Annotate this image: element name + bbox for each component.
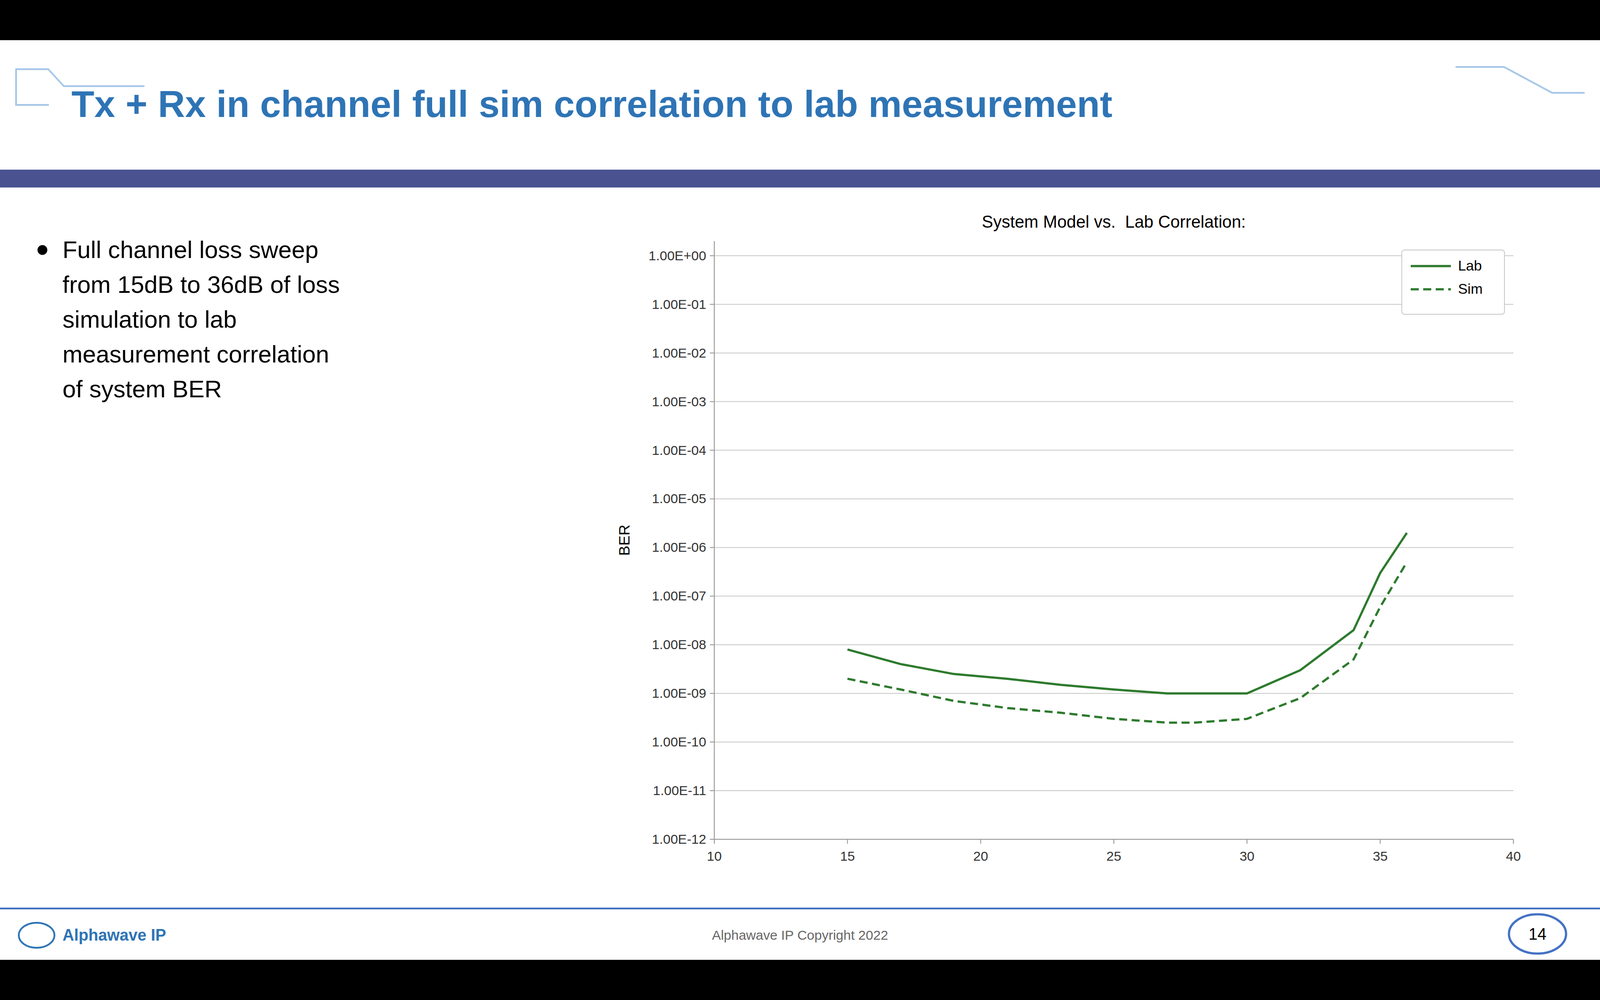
chart-title: System Model vs. Lab Correlation: bbox=[981, 212, 1246, 232]
y-tick-label: 1.00E-11 bbox=[652, 783, 707, 798]
y-tick-label: 1.00E+00 bbox=[648, 248, 707, 263]
footer-line bbox=[0, 907, 1600, 910]
page-number-badge bbox=[1508, 914, 1567, 954]
series-line bbox=[847, 533, 1407, 694]
y-tick bbox=[709, 595, 715, 597]
slide-title: Tx + Rx in channel full sim correlation … bbox=[71, 83, 1113, 125]
series-group bbox=[847, 533, 1407, 723]
x-tick bbox=[1379, 839, 1381, 844]
x-tick bbox=[713, 839, 715, 844]
y-tick-label: 1.00E-07 bbox=[651, 588, 707, 604]
grid-line bbox=[714, 692, 1514, 694]
legend-swatch bbox=[1410, 288, 1451, 291]
x-tick bbox=[1113, 839, 1115, 844]
bottom-bar bbox=[0, 959, 1600, 1000]
x-tick-label: 15 bbox=[840, 848, 855, 864]
y-tick-label: 1.00E-05 bbox=[651, 491, 707, 506]
grid-line bbox=[714, 255, 1514, 257]
y-axis-label: BER bbox=[615, 524, 633, 556]
x-tick-label: 40 bbox=[1505, 848, 1521, 864]
grid-line bbox=[714, 644, 1514, 646]
bullet-line: Full channel loss sweep bbox=[62, 236, 319, 263]
bullet-line: measurement correlation bbox=[62, 340, 330, 368]
legend-box bbox=[1401, 250, 1505, 315]
y-tick-label: 1.00E-08 bbox=[651, 637, 707, 652]
y-tick-label: 1.00E-12 bbox=[651, 831, 707, 847]
y-tick bbox=[709, 546, 715, 548]
y-tick bbox=[709, 255, 715, 257]
legend-entry: Sim bbox=[1458, 280, 1483, 297]
x-tick-label: 25 bbox=[1106, 848, 1121, 864]
grid-line bbox=[714, 546, 1514, 548]
grid-line bbox=[714, 352, 1514, 354]
bullet-line: simulation to lab bbox=[62, 305, 237, 333]
circuit-trace bbox=[16, 69, 49, 105]
y-tick bbox=[709, 741, 715, 743]
grid-line bbox=[714, 595, 1514, 597]
y-tick-label: 1.00E-02 bbox=[651, 345, 707, 361]
y-tick bbox=[709, 352, 715, 354]
x-tick bbox=[980, 839, 982, 844]
bullet-line: from 15dB to 36dB of loss bbox=[62, 270, 340, 298]
logo-text: Alphawave IP bbox=[62, 925, 167, 945]
x-axis-line bbox=[714, 838, 1514, 840]
bullet bbox=[37, 245, 48, 255]
grid-line bbox=[714, 838, 1514, 840]
header-bar bbox=[0, 169, 1600, 188]
legend: Lab Sim bbox=[1401, 250, 1505, 315]
x-tick-label: 10 bbox=[706, 848, 722, 864]
y-tick-label: 1.00E-09 bbox=[651, 685, 707, 701]
y-tick bbox=[709, 304, 715, 305]
y-tick bbox=[709, 644, 715, 646]
ber-chart: 1.00E+00 1.00E-01 1.00E-02 1.00E-03 1.00E-04… bbox=[615, 212, 1521, 864]
x-tick-label: 35 bbox=[1372, 848, 1388, 864]
legend-swatch bbox=[1410, 265, 1451, 268]
y-tick bbox=[709, 692, 715, 694]
grid-line bbox=[714, 741, 1514, 743]
y-tick-label: 1.00E-03 bbox=[651, 394, 707, 409]
legend-entry: Lab bbox=[1458, 257, 1482, 274]
grid-line bbox=[714, 401, 1514, 403]
grid-line bbox=[714, 450, 1514, 451]
y-tick bbox=[709, 838, 715, 840]
page-number: 14 bbox=[1528, 925, 1547, 944]
x-tick-label: 30 bbox=[1239, 848, 1255, 864]
y-tick-label: 1.00E-04 bbox=[651, 442, 707, 458]
footer-text: Alphawave IP Copyright 2022 bbox=[712, 927, 889, 943]
grid-line bbox=[714, 304, 1514, 305]
y-tick bbox=[709, 790, 715, 792]
series-line bbox=[847, 562, 1407, 723]
slide-background bbox=[0, 0, 1600, 1000]
x-tick bbox=[1512, 839, 1514, 844]
logo-mark bbox=[18, 922, 55, 948]
top-bar bbox=[0, 0, 1600, 41]
slide: Tx + Rx in channel full sim correlation … bbox=[0, 0, 1600, 1000]
y-tick bbox=[709, 401, 715, 403]
y-tick-label: 1.00E-06 bbox=[651, 539, 707, 555]
y-tick-label: 1.00E-10 bbox=[651, 734, 707, 750]
y-axis-line bbox=[713, 241, 715, 840]
y-tick bbox=[709, 498, 715, 500]
plot-background bbox=[714, 241, 1514, 840]
circuit-trace bbox=[1456, 66, 1584, 93]
y-tick bbox=[709, 450, 715, 451]
x-tick bbox=[1246, 839, 1248, 844]
bullet-line: of system BER bbox=[62, 375, 222, 403]
grid-line bbox=[714, 790, 1514, 792]
x-tick-label: 20 bbox=[973, 848, 988, 864]
x-tick bbox=[846, 839, 848, 844]
y-tick-label: 1.00E-01 bbox=[651, 296, 707, 312]
grid-line bbox=[714, 498, 1514, 500]
